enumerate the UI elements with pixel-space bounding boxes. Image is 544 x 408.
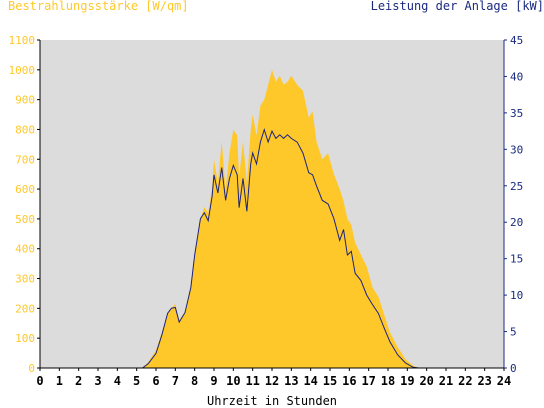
y-right-tick-label: 25 — [510, 180, 523, 193]
x-axis-title: Uhrzeit in Stunden — [207, 394, 337, 408]
y-right-tick-label: 20 — [510, 216, 523, 229]
y-right-tick-label: 10 — [510, 289, 523, 302]
y-left-tick-label: 600 — [15, 183, 35, 196]
x-tick-label: 23 — [477, 374, 491, 388]
x-tick-label: 7 — [172, 374, 179, 388]
y-left-tick-label: 1100 — [9, 34, 36, 47]
x-tick-label: 1 — [56, 374, 63, 388]
y-left-tick-label: 500 — [15, 213, 35, 226]
y-left-tick-label: 400 — [15, 243, 35, 256]
y-right-tick-label: 35 — [510, 107, 523, 120]
x-tick-label: 3 — [94, 374, 101, 388]
x-tick-label: 17 — [361, 374, 375, 388]
x-tick-label: 12 — [265, 374, 279, 388]
x-tick-label: 8 — [191, 374, 198, 388]
x-tick-label: 24 — [497, 374, 511, 388]
y-left-tick-label: 900 — [15, 94, 35, 107]
x-tick-label: 18 — [381, 374, 395, 388]
y-left-tick-label: 800 — [15, 123, 35, 136]
x-tick-label: 6 — [152, 374, 159, 388]
series-layer — [40, 69, 504, 369]
y-left-tick-label: 100 — [15, 332, 35, 345]
right-axis-title: Leistung der Anlage [kW] — [371, 0, 544, 13]
y-left-tick-label: 700 — [15, 153, 35, 166]
x-tick-label: 15 — [323, 374, 337, 388]
x-tick-label: 19 — [400, 374, 414, 388]
x-tick-label: 0 — [36, 374, 43, 388]
x-tick-label: 4 — [114, 374, 121, 388]
y-right-tick-label: 0 — [510, 362, 517, 375]
x-tick-label: 5 — [133, 374, 140, 388]
y-left-tick-label: 1000 — [9, 64, 36, 77]
left-axis-title: Bestrahlungsstärke [W/qm] — [8, 0, 189, 13]
x-tick-label: 2 — [75, 374, 82, 388]
y-right-tick-label: 5 — [510, 326, 517, 339]
x-tick-label: 21 — [439, 374, 453, 388]
irradiance-area — [40, 69, 504, 368]
x-tick-label: 10 — [226, 374, 240, 388]
y-right-tick-label: 40 — [510, 70, 523, 83]
x-tick-label: 9 — [210, 374, 217, 388]
x-tick-label: 22 — [458, 374, 472, 388]
y-right-tick-label: 45 — [510, 34, 523, 47]
axis-layer: 0100200300400500600700800900100011000510… — [9, 34, 524, 388]
power-line — [40, 127, 504, 369]
x-tick-label: 16 — [342, 374, 356, 388]
x-tick-label: 11 — [245, 374, 259, 388]
x-tick-label: 14 — [303, 374, 317, 388]
x-tick-label: 20 — [419, 374, 433, 388]
x-tick-label: 13 — [284, 374, 298, 388]
y-right-tick-label: 30 — [510, 143, 523, 156]
y-left-tick-label: 200 — [15, 302, 35, 315]
y-left-tick-label: 0 — [28, 362, 35, 375]
y-left-tick-label: 300 — [15, 273, 35, 286]
y-right-tick-label: 15 — [510, 253, 523, 266]
